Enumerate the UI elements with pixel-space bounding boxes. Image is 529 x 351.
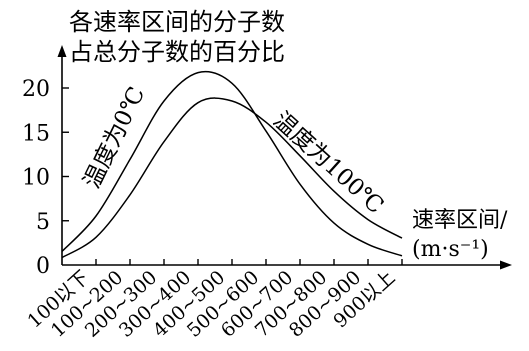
series-line-cold xyxy=(61,70,403,257)
x-axis-label-line: 速率区间/ xyxy=(412,208,508,233)
y-tick-label: 15 xyxy=(22,121,50,146)
y-axis-label-line: 各速率区间的分子数 xyxy=(69,8,285,36)
y-ticks: 0 5 10 15 20 xyxy=(22,77,69,279)
series-lines xyxy=(61,70,403,259)
y-tick-label: 10 xyxy=(22,166,50,191)
y-axis-arrow xyxy=(57,45,67,57)
y-tick-label: 0 xyxy=(36,254,50,279)
y-tick-label: 20 xyxy=(22,77,50,102)
x-axis-label-line: (m·s⁻¹) xyxy=(412,237,489,262)
x-axis-arrow xyxy=(500,260,512,270)
axes xyxy=(57,45,512,270)
y-tick-label: 5 xyxy=(36,210,50,235)
y-axis-label-line: 占总分子数的百分比 xyxy=(69,38,285,66)
series-line-hot xyxy=(61,97,403,259)
x-axis-label: 速率区间/ (m·s⁻¹) xyxy=(412,208,508,262)
series-label: 温度为0℃ xyxy=(79,83,150,193)
x-ticks: 100以下100~200200~300300~400400~500500~600… xyxy=(23,259,403,342)
